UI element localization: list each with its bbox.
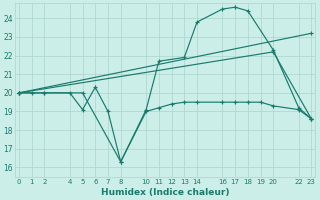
X-axis label: Humidex (Indice chaleur): Humidex (Indice chaleur) (101, 188, 229, 197)
